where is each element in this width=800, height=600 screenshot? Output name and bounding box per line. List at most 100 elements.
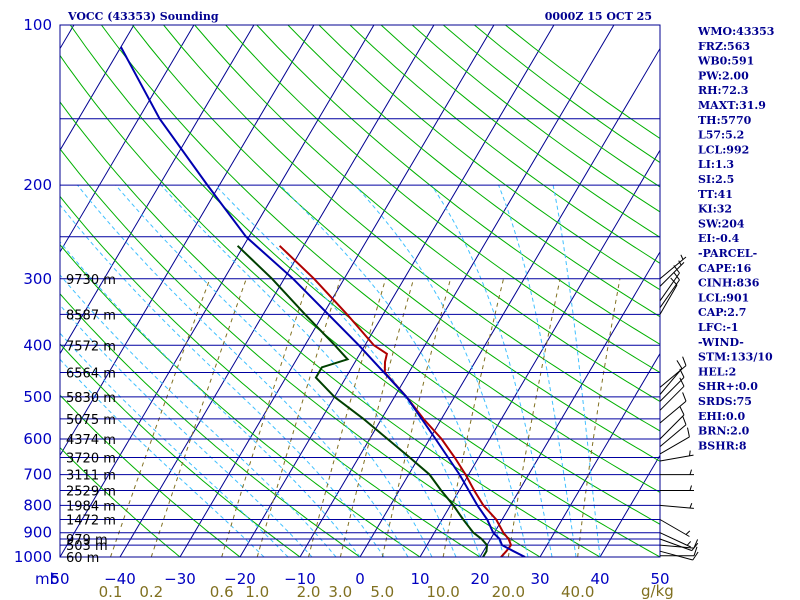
isotherm-line bbox=[419, 149, 660, 557]
index-item: MAXT:31.9 bbox=[698, 99, 766, 112]
wind-barb bbox=[659, 260, 685, 287]
mixing-ratio-tick-label: 0.6 bbox=[210, 583, 234, 600]
pressure-tick-label: 100 bbox=[23, 16, 52, 34]
wind-barb bbox=[659, 392, 687, 424]
wind-barb bbox=[659, 450, 694, 462]
wind-barb bbox=[659, 550, 699, 561]
mixing-ratio-tick-label: 3.0 bbox=[328, 583, 352, 600]
plot-frame bbox=[59, 24, 661, 558]
index-item: LFC:-1 bbox=[698, 321, 739, 334]
index-item: BSHR:8 bbox=[698, 439, 747, 452]
mixing-ratio-tick-label: 0.1 bbox=[99, 583, 123, 600]
mixing-ratio-tick-label: 5.0 bbox=[370, 583, 394, 600]
pressure-tick-label: 300 bbox=[23, 270, 52, 288]
isotherm-line bbox=[179, 25, 495, 557]
temperature-tick-labels: 50 −40 −30 −20 −10 0 10 20 30 40 50 bbox=[50, 570, 669, 588]
temperature-tick-label: −30 bbox=[164, 570, 196, 588]
pressure-tick-label: 600 bbox=[23, 430, 52, 448]
height-label: 979 m bbox=[66, 533, 108, 548]
isotherm-line bbox=[599, 454, 660, 557]
isotherm-line bbox=[60, 25, 255, 355]
pressure-tick-labels: 1000 900 800 700 600 500 400 300 200 100 bbox=[14, 16, 52, 566]
index-item: CINH:836 bbox=[698, 277, 760, 290]
height-label: 1984 m bbox=[66, 499, 116, 514]
wind-barbs bbox=[659, 254, 699, 561]
index-item: RH:72.3 bbox=[698, 84, 748, 97]
wind-barb bbox=[659, 427, 690, 455]
moist-adiabat-line bbox=[279, 184, 505, 557]
temperature-tick-label: −40 bbox=[104, 570, 136, 588]
index-item: FRZ:563 bbox=[698, 40, 750, 53]
index-item: BRN:2.0 bbox=[698, 425, 750, 438]
index-item: TH:5770 bbox=[698, 114, 752, 127]
mixing-ratio-tick-label: 20.0 bbox=[492, 583, 525, 600]
height-label: 3111 m bbox=[66, 469, 116, 484]
moist-adiabat-line bbox=[60, 241, 361, 557]
temperature-tick-label: 10 bbox=[410, 570, 429, 588]
moist-adiabat-line bbox=[60, 274, 337, 557]
height-label: 5075 m bbox=[66, 413, 116, 428]
isotherm-line bbox=[239, 25, 555, 557]
station-title: VOCC (43353) Sounding bbox=[67, 10, 219, 23]
pressure-tick-label: 500 bbox=[23, 388, 52, 406]
wind-barb bbox=[659, 415, 687, 447]
dewpoint-profile bbox=[236, 245, 489, 557]
index-item: LCL:901 bbox=[698, 291, 749, 304]
mixing-ratio-line bbox=[221, 278, 310, 557]
temperature-tick-label: 0 bbox=[355, 570, 365, 588]
index-item: EI:-0.4 bbox=[698, 232, 740, 245]
temperature-tick-label: 50 bbox=[50, 570, 69, 588]
wind-barb bbox=[659, 271, 680, 308]
isotherm-line bbox=[60, 25, 375, 557]
valid-time: 0000Z 15 OCT 25 bbox=[545, 10, 652, 23]
mixing-ratio-line bbox=[339, 278, 415, 557]
sounding-profiles bbox=[120, 46, 526, 557]
index-item: SI:2.5 bbox=[698, 173, 734, 186]
temperature-tick-label: −20 bbox=[224, 570, 256, 588]
height-label: 503 m bbox=[66, 539, 108, 554]
index-item: HEL:2 bbox=[698, 365, 736, 378]
wind-barb bbox=[660, 485, 694, 491]
wind-barb bbox=[659, 532, 692, 548]
mixing-ratio-tick-label: 1.0 bbox=[245, 583, 269, 600]
pressure-tick-label: 200 bbox=[23, 176, 52, 194]
pressure-tick-label: 800 bbox=[23, 496, 52, 514]
wind-barb bbox=[659, 406, 685, 440]
index-item: STM:133/10 bbox=[698, 351, 773, 364]
index-item: -PARCEL- bbox=[698, 247, 757, 260]
mixing-ratio-tick-label: 2.0 bbox=[297, 583, 321, 600]
index-item: SHR+:0.0 bbox=[698, 380, 758, 393]
isotherm-line bbox=[60, 25, 315, 457]
wind-barb bbox=[659, 519, 691, 537]
height-label: 1472 m bbox=[66, 514, 116, 529]
mixing-ratio-tick-label: 0.2 bbox=[139, 583, 163, 600]
mixing-ratio-unit-label: g/kg bbox=[641, 582, 674, 600]
index-item: WMO:43353 bbox=[697, 25, 774, 38]
wind-barb bbox=[659, 377, 685, 411]
parcel-profile bbox=[120, 46, 526, 557]
mixing-ratio-tick-label: 10.0 bbox=[426, 583, 459, 600]
isotherm-line bbox=[299, 25, 615, 557]
pressure-tick-label: 700 bbox=[23, 466, 52, 484]
wind-barb bbox=[659, 538, 699, 552]
height-label: 6564 m bbox=[66, 367, 116, 382]
height-label: 8587 m bbox=[66, 308, 116, 323]
temperature-tick-label: −10 bbox=[284, 570, 316, 588]
isotherm-line bbox=[479, 250, 660, 557]
index-item: PW:2.00 bbox=[698, 69, 749, 82]
height-label: 3720 m bbox=[66, 452, 116, 467]
temperature-tick-label: 30 bbox=[530, 570, 549, 588]
isotherm-line bbox=[60, 25, 135, 152]
height-label: 5830 m bbox=[66, 391, 116, 406]
index-item: LI:1.3 bbox=[698, 158, 734, 171]
index-item: TT:41 bbox=[698, 188, 733, 201]
temperature-tick-label: 40 bbox=[590, 570, 609, 588]
moist-adiabat-line bbox=[552, 185, 601, 557]
height-label: 4374 m bbox=[66, 433, 116, 448]
index-item: SRDS:75 bbox=[698, 395, 752, 408]
isotherm-line bbox=[119, 25, 435, 557]
height-label: 60 m bbox=[66, 551, 99, 566]
height-label: 7572 m bbox=[66, 339, 116, 354]
index-item: LCL:992 bbox=[698, 143, 749, 156]
